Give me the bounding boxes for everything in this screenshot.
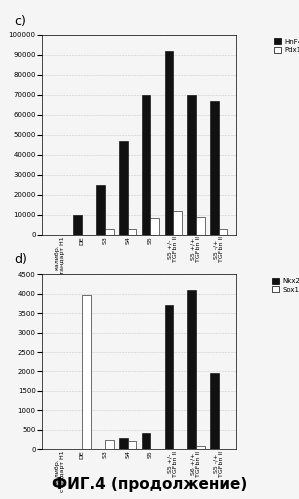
- Text: c): c): [15, 15, 27, 28]
- Bar: [164, 305, 173, 449]
- Bar: [119, 141, 128, 235]
- Bar: [150, 218, 159, 235]
- Bar: [210, 101, 219, 235]
- Bar: [142, 95, 150, 235]
- Bar: [128, 229, 136, 235]
- Bar: [96, 185, 105, 235]
- Bar: [82, 294, 91, 449]
- Bar: [164, 51, 173, 235]
- Bar: [196, 446, 205, 449]
- Bar: [142, 433, 150, 449]
- Bar: [105, 229, 114, 235]
- Bar: [105, 440, 114, 449]
- Bar: [196, 217, 205, 235]
- Bar: [173, 211, 182, 235]
- Legend: Nkx2.2, Sox17: Nkx2.2, Sox17: [272, 278, 299, 292]
- Legend: HnF4a, Pdx1: HnF4a, Pdx1: [274, 38, 299, 53]
- Bar: [187, 290, 196, 449]
- Bar: [128, 441, 136, 449]
- Bar: [219, 229, 227, 235]
- Bar: [187, 95, 196, 235]
- Text: d): d): [15, 253, 28, 266]
- Bar: [210, 373, 219, 449]
- Text: ФИГ.4 (продолжение): ФИГ.4 (продолжение): [52, 477, 247, 492]
- Bar: [74, 215, 82, 235]
- Bar: [119, 438, 128, 449]
